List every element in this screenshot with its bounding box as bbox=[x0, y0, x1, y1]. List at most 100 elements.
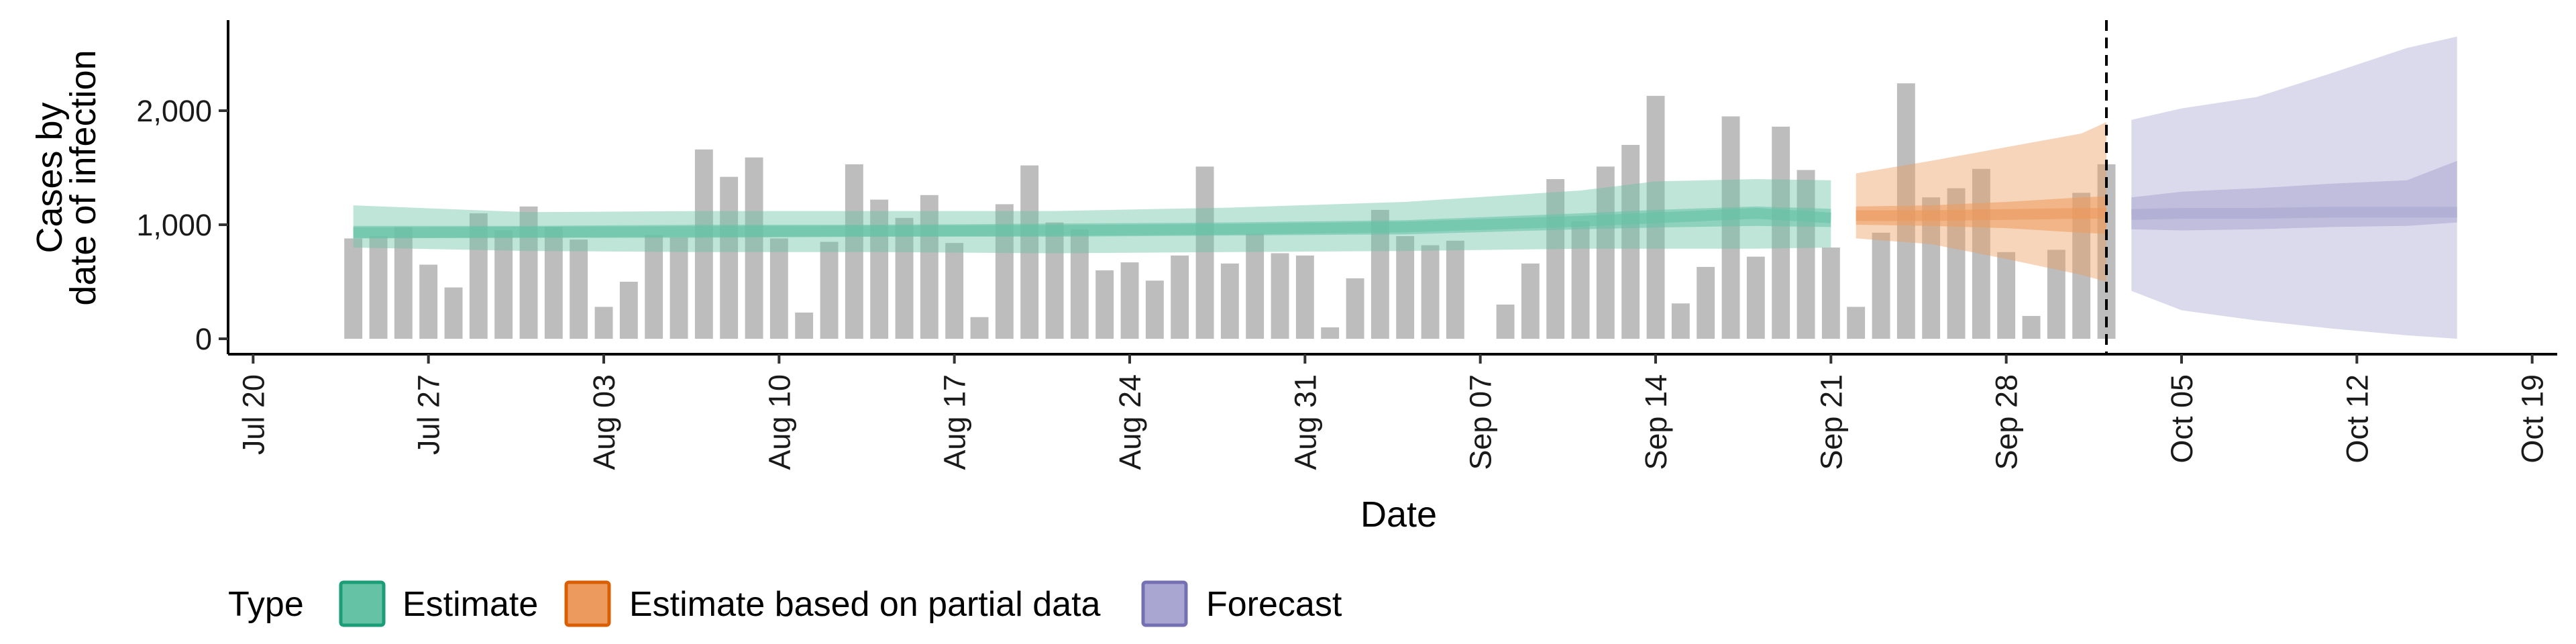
legend-title: Type bbox=[228, 585, 304, 624]
bar bbox=[1195, 166, 1214, 339]
bar bbox=[945, 243, 964, 339]
bar bbox=[1020, 165, 1039, 339]
x-tick-label: Oct 05 bbox=[2165, 374, 2199, 464]
x-tick-label: Aug 17 bbox=[938, 374, 972, 470]
y-tick-label: 2,000 bbox=[136, 94, 212, 128]
bar bbox=[1095, 270, 1114, 339]
x-tick-label: Oct 12 bbox=[2340, 374, 2374, 464]
legend-swatch-partial bbox=[564, 580, 611, 627]
bar bbox=[1070, 229, 1089, 339]
x-tick-label: Sep 07 bbox=[1464, 374, 1498, 470]
bar bbox=[1621, 145, 1640, 339]
bar bbox=[619, 282, 638, 339]
bar bbox=[1521, 263, 1540, 339]
bar bbox=[419, 264, 438, 339]
median-line-forecast bbox=[2131, 207, 2457, 220]
x-tick-label: Jul 20 bbox=[236, 374, 270, 455]
bar bbox=[1446, 240, 1464, 339]
legend-swatch-forecast bbox=[1141, 580, 1188, 627]
y-axis-title-line-1: Cases by bbox=[30, 102, 70, 253]
legend: Type Estimate Estimate based on partial … bbox=[228, 580, 1342, 627]
bar bbox=[970, 317, 989, 339]
bar bbox=[1847, 307, 1866, 339]
bar bbox=[394, 227, 413, 339]
bar bbox=[745, 157, 763, 339]
bar bbox=[1721, 116, 1740, 339]
x-tick-label: Sep 28 bbox=[1990, 374, 2024, 470]
x-tick-label: Sep 21 bbox=[1814, 374, 1848, 470]
bar bbox=[444, 287, 463, 339]
x-tick-label: Sep 14 bbox=[1639, 374, 1673, 470]
bar bbox=[1346, 278, 1364, 339]
legend-item-forecast: Forecast bbox=[1141, 580, 1342, 627]
bar bbox=[1496, 305, 1515, 339]
bar bbox=[1421, 245, 1440, 339]
bar bbox=[344, 238, 363, 339]
bar bbox=[1596, 166, 1615, 339]
bands-layer bbox=[353, 36, 2457, 339]
bar bbox=[2022, 316, 2041, 339]
bar bbox=[1220, 263, 1239, 339]
bar bbox=[594, 307, 613, 339]
axes bbox=[227, 20, 2557, 356]
median-line-estimate-based-on-partial-data bbox=[1856, 208, 2106, 221]
legend-label-forecast: Forecast bbox=[1206, 585, 1342, 624]
bar bbox=[1321, 327, 1340, 339]
median-line-estimate bbox=[353, 208, 1831, 238]
bar bbox=[1271, 253, 1289, 339]
y-tick-label: 1,000 bbox=[136, 208, 212, 242]
bar bbox=[870, 199, 889, 339]
bar bbox=[1295, 255, 1314, 339]
bar bbox=[895, 217, 914, 339]
bar bbox=[769, 238, 788, 339]
legend-swatch-estimate bbox=[339, 580, 386, 627]
bar bbox=[1546, 179, 1565, 339]
bar bbox=[1396, 236, 1415, 339]
y-axis-title-line-2: date of infection bbox=[63, 50, 103, 305]
bar bbox=[494, 230, 513, 339]
x-tick-label: Aug 10 bbox=[762, 374, 796, 470]
bar bbox=[1796, 170, 1815, 339]
bar bbox=[645, 235, 663, 339]
y-ticks: 0 1,000 2,000 bbox=[136, 94, 228, 356]
bar bbox=[820, 241, 839, 339]
x-tick-label: Oct 19 bbox=[2516, 374, 2550, 464]
bar bbox=[1972, 168, 1990, 339]
x-tick-label: Aug 24 bbox=[1113, 374, 1147, 470]
bar bbox=[920, 195, 938, 339]
bar bbox=[669, 237, 688, 339]
bar bbox=[1120, 262, 1139, 339]
bar bbox=[1045, 222, 1064, 339]
y-tick-label: 0 bbox=[195, 322, 212, 356]
legend-item-partial: Estimate based on partial data bbox=[564, 580, 1101, 627]
x-tick-label: Jul 27 bbox=[412, 374, 446, 455]
bar bbox=[1671, 303, 1690, 339]
band-90-estimate-based-on-partial-data bbox=[1856, 122, 2106, 282]
legend-label-partial: Estimate based on partial data bbox=[629, 585, 1101, 624]
bar bbox=[369, 236, 388, 339]
bar bbox=[570, 239, 588, 339]
bar bbox=[845, 164, 863, 339]
x-ticks: Jul 20 Jul 27 Aug 03 Aug 10 Aug 17 Aug 24 Aug … bbox=[236, 354, 2550, 470]
bar bbox=[694, 149, 713, 339]
bar bbox=[1746, 256, 1765, 339]
bar bbox=[1171, 255, 1189, 339]
bar bbox=[795, 312, 814, 339]
x-tick-label: Aug 03 bbox=[587, 374, 621, 470]
bar bbox=[720, 176, 739, 339]
bar bbox=[1997, 252, 2016, 339]
x-axis-title: Date bbox=[1360, 494, 1437, 535]
bar bbox=[1246, 233, 1265, 339]
legend-item-estimate: Estimate bbox=[339, 580, 538, 627]
bar bbox=[1145, 280, 1164, 339]
bar bbox=[1821, 248, 1840, 339]
bars-layer bbox=[344, 83, 2116, 339]
bar bbox=[544, 227, 563, 339]
bar bbox=[2047, 250, 2065, 339]
bar bbox=[1772, 126, 1790, 339]
bar bbox=[1571, 221, 1590, 339]
x-tick-label: Aug 31 bbox=[1288, 374, 1322, 470]
legend-label-estimate: Estimate bbox=[402, 585, 538, 624]
bar bbox=[1697, 266, 1715, 339]
